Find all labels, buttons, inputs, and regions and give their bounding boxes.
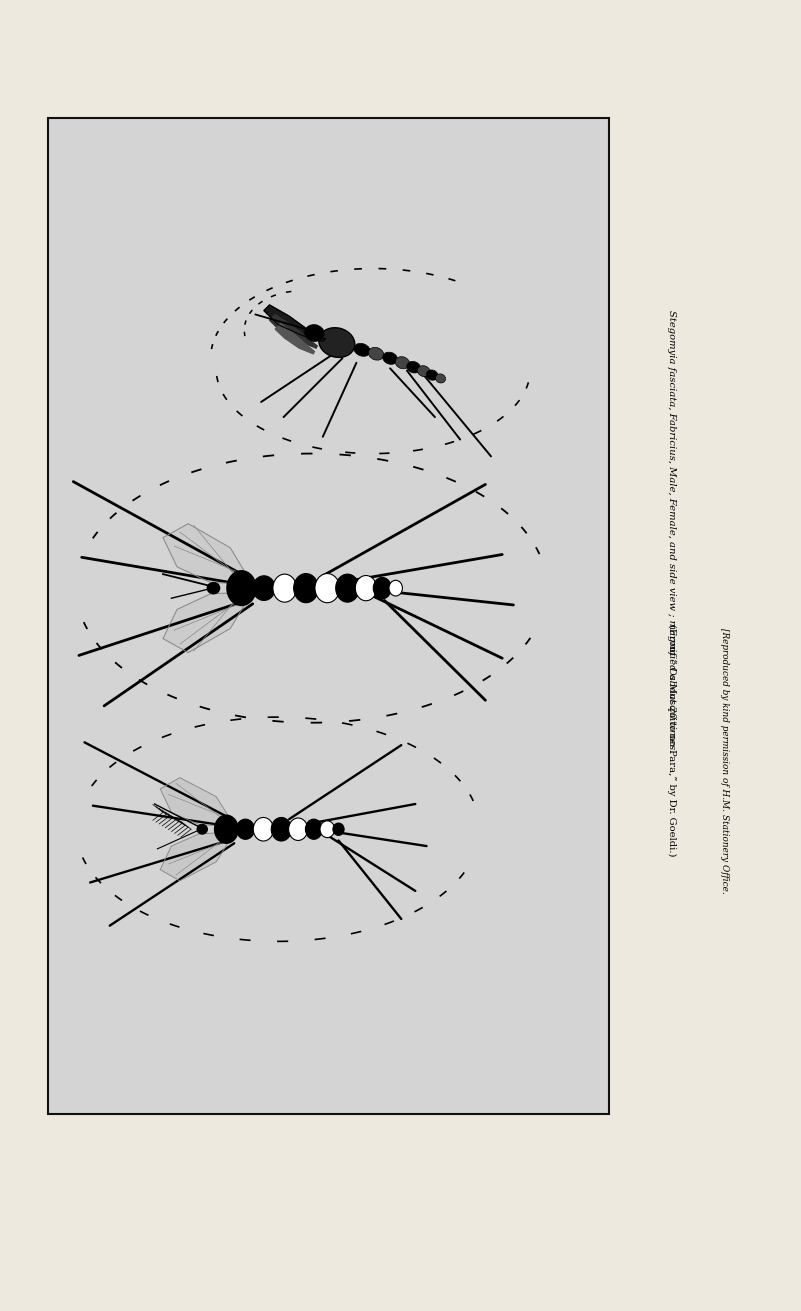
Ellipse shape [319,328,355,358]
Ellipse shape [227,570,256,606]
Bar [48,118,609,1114]
Ellipse shape [436,374,445,383]
Ellipse shape [315,573,340,603]
Ellipse shape [253,576,276,600]
Text: Stegomyia fasciata, Fabricius, Male, Female, and side view ; magnified about 20 : Stegomyia fasciata, Fabricius, Male, Fem… [666,309,676,753]
Ellipse shape [288,818,308,840]
Ellipse shape [272,818,292,842]
Text: (From “ Os Mosquito no Para,” by Dr. Goeldi.): (From “ Os Mosquito no Para,” by Dr. Goe… [666,624,676,857]
Ellipse shape [197,825,207,834]
Ellipse shape [294,573,318,603]
Polygon shape [160,777,231,826]
Polygon shape [163,593,249,653]
Ellipse shape [407,362,421,374]
Ellipse shape [305,819,322,839]
Ellipse shape [368,347,384,361]
Ellipse shape [215,815,238,843]
Ellipse shape [336,574,360,602]
Ellipse shape [333,823,344,835]
Ellipse shape [389,581,402,597]
Polygon shape [270,315,317,349]
Ellipse shape [373,577,391,599]
Polygon shape [160,832,231,881]
Text: [Reproduced by kind permission of H.M. Stationery Office.: [Reproduced by kind permission of H.M. S… [720,628,730,893]
Ellipse shape [273,574,296,602]
Ellipse shape [236,819,255,839]
Ellipse shape [383,353,397,364]
Polygon shape [264,305,325,341]
Ellipse shape [320,821,335,838]
Ellipse shape [354,343,370,357]
Ellipse shape [426,370,438,380]
Ellipse shape [253,818,273,842]
Polygon shape [163,523,249,583]
Ellipse shape [417,366,430,376]
Polygon shape [276,324,315,354]
Ellipse shape [207,582,219,594]
Ellipse shape [395,357,409,368]
Ellipse shape [356,576,376,600]
Ellipse shape [304,325,324,341]
